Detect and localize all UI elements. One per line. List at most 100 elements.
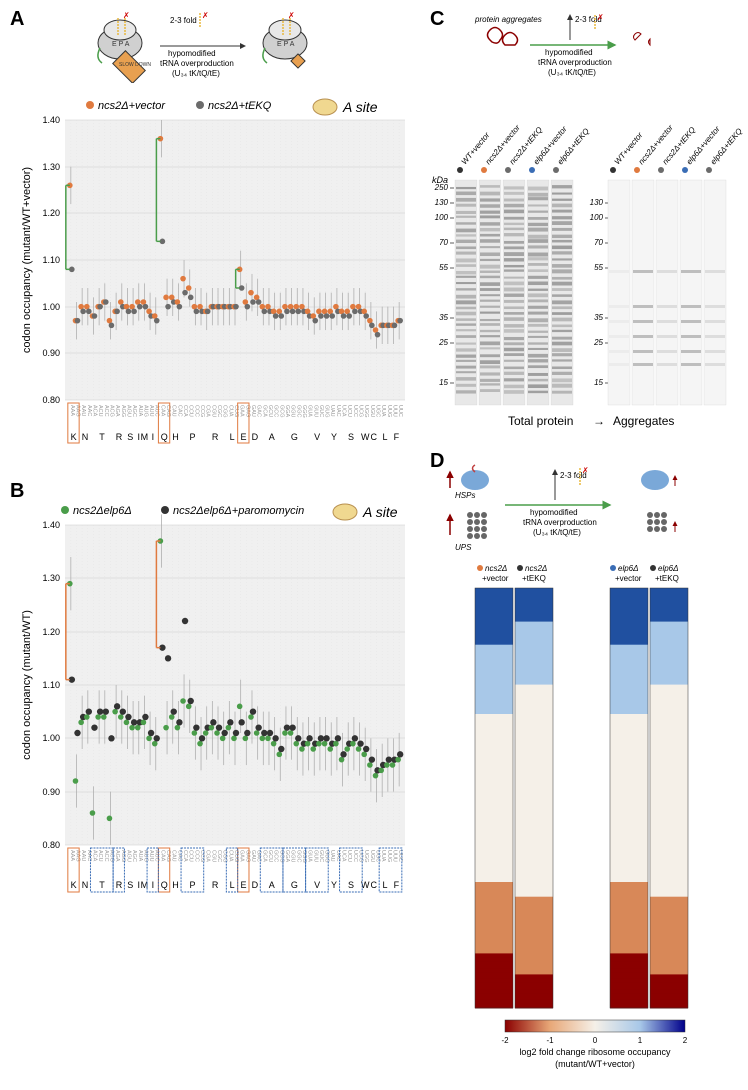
- svg-text:AGC: AGC: [131, 850, 137, 862]
- svg-text:GAU: GAU: [250, 405, 256, 417]
- svg-text:-1: -1: [546, 1036, 554, 1045]
- svg-text:hypomodified: hypomodified: [168, 49, 216, 58]
- svg-text:S: S: [127, 880, 133, 890]
- svg-text:elp6Δ: elp6Δ: [618, 564, 639, 573]
- svg-text:HSPs: HSPs: [455, 491, 475, 500]
- svg-text:CCA: CCA: [182, 405, 188, 417]
- svg-text:UAC: UAC: [335, 405, 341, 417]
- svg-text:tRNA overproduction: tRNA overproduction: [523, 518, 597, 527]
- svg-text:GGG: GGG: [301, 405, 307, 418]
- svg-text:I: I: [152, 880, 155, 890]
- svg-text:1.30: 1.30: [42, 162, 60, 172]
- svg-text:L: L: [230, 432, 235, 442]
- svg-text:25: 25: [438, 338, 448, 347]
- svg-text:H: H: [172, 880, 179, 890]
- svg-text:UGG: UGG: [363, 850, 369, 863]
- svg-text:AUG: AUG: [142, 405, 148, 417]
- svg-text:AUA: AUA: [137, 405, 143, 417]
- svg-text:R: R: [212, 880, 219, 890]
- svg-text:UCA: UCA: [341, 850, 347, 862]
- svg-text:GCA: GCA: [261, 405, 267, 417]
- svg-text:GUC: GUC: [318, 850, 324, 862]
- panel-c-label: C: [430, 8, 444, 31]
- svg-text:+vector: +vector: [482, 574, 509, 583]
- svg-text:AGA: AGA: [114, 850, 120, 862]
- svg-text:ncs2Δ+vector: ncs2Δ+vector: [98, 100, 166, 112]
- svg-text:2-3 fold: 2-3 fold: [170, 16, 197, 25]
- svg-text:ACA: ACA: [91, 850, 97, 862]
- svg-text:K: K: [71, 880, 77, 890]
- svg-text:UCA: UCA: [341, 405, 347, 417]
- svg-text:1.00: 1.00: [42, 302, 60, 312]
- svg-text:CAA: CAA: [159, 405, 165, 417]
- svg-text:AGU: AGU: [125, 405, 131, 417]
- svg-text:✗: ✗: [202, 11, 209, 20]
- svg-text:codon occupancy (mutant/WT+vec: codon occupancy (mutant/WT+vector): [21, 167, 33, 353]
- svg-text:CGG: CGG: [222, 405, 228, 418]
- svg-text:CUA: CUA: [227, 850, 233, 862]
- svg-text:UCC: UCC: [352, 405, 358, 417]
- svg-text:Y: Y: [331, 880, 337, 890]
- svg-text:1: 1: [638, 1036, 643, 1045]
- panel-b-chart: ncs2Δelp6Δ ncs2Δelp6Δ+paromomycin A site…: [15, 500, 410, 900]
- svg-text:S: S: [127, 432, 133, 442]
- svg-text:CCU: CCU: [188, 850, 194, 862]
- svg-text:CCC: CCC: [193, 405, 199, 417]
- svg-text:R: R: [116, 432, 123, 442]
- svg-text:F: F: [394, 880, 400, 890]
- svg-text:1.40: 1.40: [42, 115, 60, 125]
- panel-a-diagram: E P A ✗ SLOW DOWN 2-3 fold ✗ hypomodifie…: [90, 8, 370, 83]
- svg-text:1.10: 1.10: [42, 255, 60, 265]
- svg-text:SLOW DOWN: SLOW DOWN: [119, 62, 151, 68]
- svg-text:E P A: E P A: [112, 41, 130, 48]
- svg-text:GUA: GUA: [307, 850, 313, 862]
- svg-text:AUA: AUA: [137, 850, 143, 862]
- svg-text:CCG: CCG: [199, 405, 205, 417]
- svg-text:K: K: [71, 432, 77, 442]
- svg-text:35: 35: [439, 313, 448, 322]
- svg-text:✗: ✗: [582, 466, 589, 475]
- svg-text:P: P: [190, 432, 196, 442]
- svg-text:CGU: CGU: [210, 850, 216, 862]
- svg-text:codon occupancy (mutant/WT): codon occupancy (mutant/WT): [21, 610, 33, 760]
- svg-text:L: L: [383, 432, 388, 442]
- svg-text:GGU: GGU: [290, 405, 296, 418]
- svg-text:G: G: [291, 880, 298, 890]
- svg-text:1.30: 1.30: [42, 573, 60, 583]
- svg-text:D: D: [252, 880, 259, 890]
- svg-text:GCC: GCC: [273, 850, 279, 862]
- svg-text:GAC: GAC: [256, 405, 262, 417]
- svg-text:C: C: [370, 432, 377, 442]
- svg-text:ncs2Δelp6Δ+paromomycin: ncs2Δelp6Δ+paromomycin: [173, 505, 304, 517]
- svg-text:UCU: UCU: [346, 405, 352, 417]
- svg-text:Q: Q: [161, 880, 168, 890]
- svg-text:UCC: UCC: [352, 850, 358, 862]
- svg-text:Q: Q: [161, 432, 168, 442]
- svg-text:0.80: 0.80: [42, 840, 60, 850]
- panel-a-label: A: [10, 8, 24, 31]
- svg-text:F: F: [394, 432, 400, 442]
- svg-text:ACU: ACU: [97, 405, 103, 417]
- svg-text:GGA: GGA: [284, 405, 290, 418]
- svg-text:L: L: [383, 880, 388, 890]
- svg-text:55: 55: [594, 263, 603, 272]
- svg-text:P: P: [190, 880, 196, 890]
- svg-text:CAU: CAU: [171, 405, 177, 417]
- svg-text:UCG: UCG: [358, 405, 364, 417]
- svg-text:S: S: [348, 880, 354, 890]
- svg-text:H: H: [172, 432, 179, 442]
- svg-text:UAU: UAU: [329, 850, 335, 862]
- svg-text:70: 70: [594, 238, 603, 247]
- svg-text:GUA: GUA: [307, 405, 313, 417]
- svg-text:ncs2Δ: ncs2Δ: [525, 564, 547, 573]
- svg-text:GUC: GUC: [318, 405, 324, 417]
- svg-text:UGU: UGU: [369, 850, 375, 862]
- svg-text:GAA: GAA: [239, 850, 245, 862]
- svg-text:UCU: UCU: [346, 850, 352, 862]
- svg-text:15: 15: [594, 378, 603, 387]
- svg-text:I: I: [152, 432, 155, 442]
- svg-text:ACU: ACU: [97, 850, 103, 862]
- svg-text:M: M: [141, 432, 149, 442]
- svg-text:CCA: CCA: [182, 850, 188, 862]
- svg-text:130: 130: [435, 198, 449, 207]
